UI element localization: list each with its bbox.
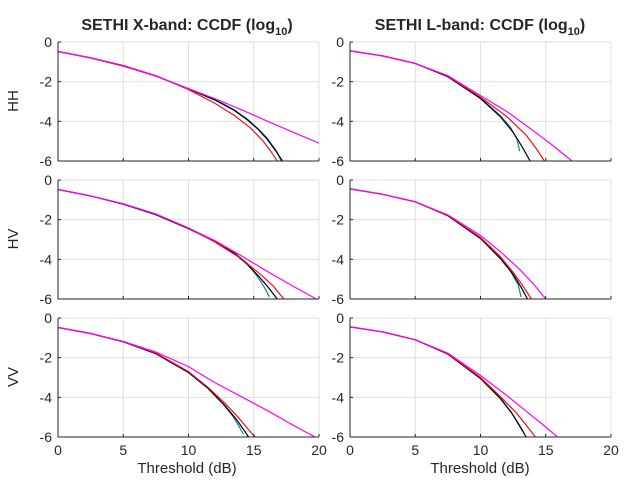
y-tick-label: -2: [332, 212, 345, 228]
y-tick-label: -6: [40, 429, 53, 445]
y-tick-label: -4: [332, 251, 345, 267]
y-tick-label: 0: [336, 34, 344, 50]
series-line: [350, 326, 558, 437]
y-tick-label: 0: [44, 34, 52, 50]
x-tick-label: 0: [54, 442, 62, 458]
series-line: [58, 326, 316, 437]
series-group: [350, 50, 573, 161]
y-tick-label: -4: [40, 251, 53, 267]
y-tick-label: 0: [336, 310, 344, 326]
x-tick-label: 5: [411, 442, 419, 458]
y-tick-label: 0: [44, 172, 52, 188]
row-label-hh: HH: [5, 90, 22, 112]
y-tick-label: -6: [332, 291, 345, 307]
row-label-hv: HV: [5, 229, 22, 250]
panel-l-band-hh: 0 -2 -4 -6: [332, 34, 612, 169]
y-tick-label: -2: [40, 74, 53, 90]
x-tick-label: 20: [603, 442, 619, 458]
row-label-vv: VV: [5, 367, 22, 387]
series-line: [58, 188, 317, 299]
x-tick-label: 15: [538, 442, 554, 458]
series-group: [350, 326, 558, 437]
y-tick-label: -4: [40, 113, 53, 129]
x-tick-label: 10: [181, 442, 197, 458]
y-tick-label: -6: [40, 153, 53, 169]
x-axis-label-right: Threshold (dB): [430, 460, 529, 477]
y-tick-label: -6: [40, 291, 53, 307]
series-group: [58, 50, 319, 161]
panel-x-band-hh: 0 -2 -4 -6: [40, 34, 320, 169]
series-group: [58, 326, 316, 437]
y-tick-label: -2: [40, 350, 53, 366]
x-tick-label: 0: [346, 442, 354, 458]
y-tick-label: 0: [44, 310, 52, 326]
series-line: [58, 50, 319, 144]
y-tick-label: 0: [336, 172, 344, 188]
series-group: [350, 188, 547, 299]
series-group: [58, 188, 317, 299]
x-tick-label: 5: [119, 442, 127, 458]
y-tick-label: -2: [40, 212, 53, 228]
series-line: [350, 50, 573, 161]
y-tick-label: -6: [332, 429, 345, 445]
y-tick-label: -6: [332, 153, 345, 169]
column-title-x-band: SETHI X-band: CCDF (log10): [81, 17, 292, 38]
y-tick-label: -4: [332, 113, 345, 129]
series-line: [350, 188, 547, 299]
y-tick-label: -4: [332, 389, 345, 405]
panels-layer: 0-2-4-60-2-4-60-2-4-60-2-4-60-2-4-60 5 10 1…: [40, 34, 619, 458]
y-tick-label: -2: [332, 74, 345, 90]
x-tick-label: 10: [473, 442, 489, 458]
x-tick-label: 15: [246, 442, 262, 458]
panel-l-band-vv: 0-2-4-60 5 10 15 20: [332, 310, 619, 458]
x-axis-label-left: Threshold (dB): [137, 460, 236, 477]
x-tick-label: 20: [311, 442, 327, 458]
y-tick-label: -4: [40, 389, 53, 405]
panel-x-band-vv: 0-2-4-60 5 10 15 20: [40, 310, 327, 458]
column-title-l-band: SETHI L-band: CCDF (log10): [375, 17, 585, 38]
y-tick-label: -2: [332, 350, 345, 366]
panel-x-band-hv: 0 -2 -4 -6: [40, 172, 320, 307]
panel-l-band-hv: 0 -2 -4 -6: [332, 172, 612, 307]
